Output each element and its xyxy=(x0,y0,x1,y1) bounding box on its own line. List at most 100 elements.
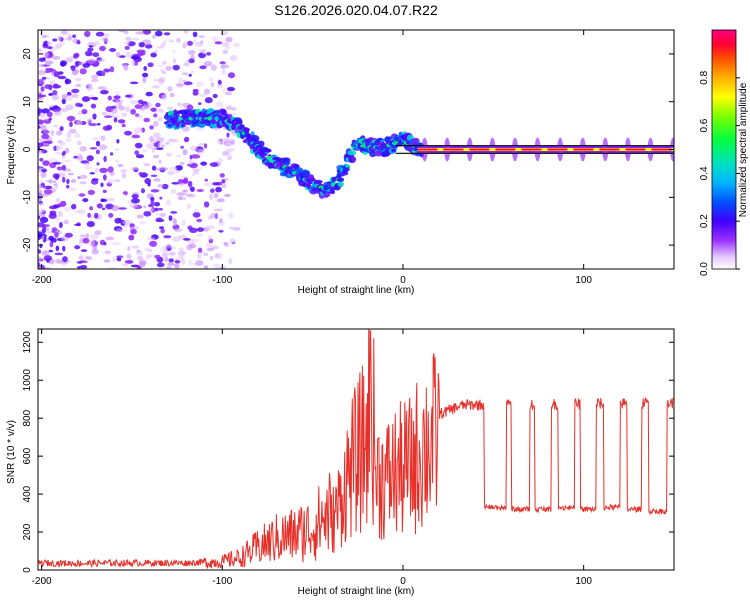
noise-blob xyxy=(60,161,64,164)
noise-blob xyxy=(159,196,163,200)
noise-blob xyxy=(59,141,66,146)
noise-blob xyxy=(166,106,174,110)
noise-blob xyxy=(199,167,203,170)
noise-blob xyxy=(156,137,165,143)
noise-blob xyxy=(178,247,184,252)
noise-blob xyxy=(137,255,144,261)
noise-blob xyxy=(59,126,64,132)
noise-blob xyxy=(174,263,180,269)
noise-blob xyxy=(107,166,114,173)
noise-blob xyxy=(73,210,83,214)
noise-blob xyxy=(176,83,185,87)
noise-blob xyxy=(163,32,171,36)
x-tick-label: 100 xyxy=(575,576,592,587)
noise-blob xyxy=(44,116,49,121)
noise-blob xyxy=(229,226,234,230)
noise-blob xyxy=(121,123,126,128)
noise-blob xyxy=(181,220,186,226)
noise-blob xyxy=(159,212,167,217)
noise-blob xyxy=(131,198,140,204)
noise-blob xyxy=(116,255,124,258)
noise-blob xyxy=(70,65,76,72)
noise-blob xyxy=(54,252,64,256)
noise-blob xyxy=(161,251,170,257)
noise-blob xyxy=(233,42,241,48)
noise-blob xyxy=(77,266,81,269)
noise-blob xyxy=(57,75,67,80)
noise-blob xyxy=(210,255,214,261)
noise-blob xyxy=(222,178,229,181)
noise-blob xyxy=(114,148,120,151)
noise-blob xyxy=(181,179,188,184)
noise-blob xyxy=(135,31,145,35)
noise-blob xyxy=(74,60,79,68)
noise-blob xyxy=(76,140,82,146)
noise-blob xyxy=(76,119,83,126)
noise-blob xyxy=(149,208,154,212)
x-tick-label: -200 xyxy=(32,275,52,286)
noise-blob xyxy=(68,128,77,134)
x-tick-label: -200 xyxy=(32,576,52,587)
noise-blob xyxy=(219,173,225,178)
ridge-blob xyxy=(239,124,245,128)
noise-blob xyxy=(182,41,188,48)
noise-blob xyxy=(132,37,140,41)
spectrogram-x-label: Height of straight line (km) xyxy=(298,285,415,296)
noise-blob xyxy=(79,181,87,185)
noise-blob xyxy=(91,74,98,81)
noise-blob xyxy=(74,223,81,226)
noise-blob xyxy=(226,105,233,111)
noise-blob xyxy=(61,98,66,105)
noise-blob xyxy=(118,207,127,210)
noise-blob xyxy=(150,197,155,202)
noise-blob xyxy=(65,58,73,63)
noise-blob xyxy=(86,155,94,162)
noise-blob xyxy=(162,61,167,65)
noise-blob xyxy=(161,183,169,190)
noise-blob xyxy=(153,78,157,83)
noise-blob xyxy=(232,227,241,231)
noise-blob xyxy=(38,215,41,220)
noise-blob xyxy=(77,240,83,247)
noise-blob xyxy=(88,58,96,65)
noise-blob xyxy=(124,94,133,98)
noise-blob xyxy=(55,259,63,264)
noise-blob xyxy=(114,159,120,163)
noise-blob xyxy=(192,89,199,92)
noise-blob xyxy=(145,44,153,49)
noise-blob xyxy=(203,182,213,187)
noise-blob xyxy=(155,147,164,151)
noise-blob xyxy=(41,168,47,173)
noise-blob xyxy=(78,255,84,262)
noise-blob xyxy=(100,135,106,141)
noise-blob xyxy=(138,172,143,176)
noise-blob xyxy=(73,53,79,59)
noise-blob xyxy=(177,102,182,107)
noise-blob xyxy=(203,201,210,208)
noise-blob xyxy=(135,154,145,159)
noise-blob xyxy=(62,150,66,156)
noise-blob xyxy=(56,197,60,203)
noise-blob xyxy=(66,184,70,189)
noise-blob xyxy=(52,83,59,89)
noise-blob xyxy=(62,176,66,183)
noise-blob xyxy=(102,37,109,43)
noise-blob xyxy=(198,93,207,97)
y-tick-label: 800 xyxy=(22,409,33,426)
noise-blob xyxy=(125,36,132,41)
noise-blob xyxy=(82,198,89,203)
noise-blob xyxy=(104,115,113,118)
noise-blob xyxy=(188,73,192,77)
noise-blob xyxy=(213,208,223,212)
noise-blob xyxy=(182,125,190,132)
noise-blob xyxy=(68,187,77,192)
noise-blob xyxy=(123,64,129,71)
snr-x-label: Height of straight line (km) xyxy=(298,586,415,597)
noise-blob xyxy=(150,189,160,193)
noise-blob xyxy=(38,93,43,99)
noise-blob xyxy=(204,143,208,149)
noise-blob xyxy=(61,94,68,99)
noise-blob xyxy=(216,198,225,203)
noise-blob xyxy=(217,80,222,85)
